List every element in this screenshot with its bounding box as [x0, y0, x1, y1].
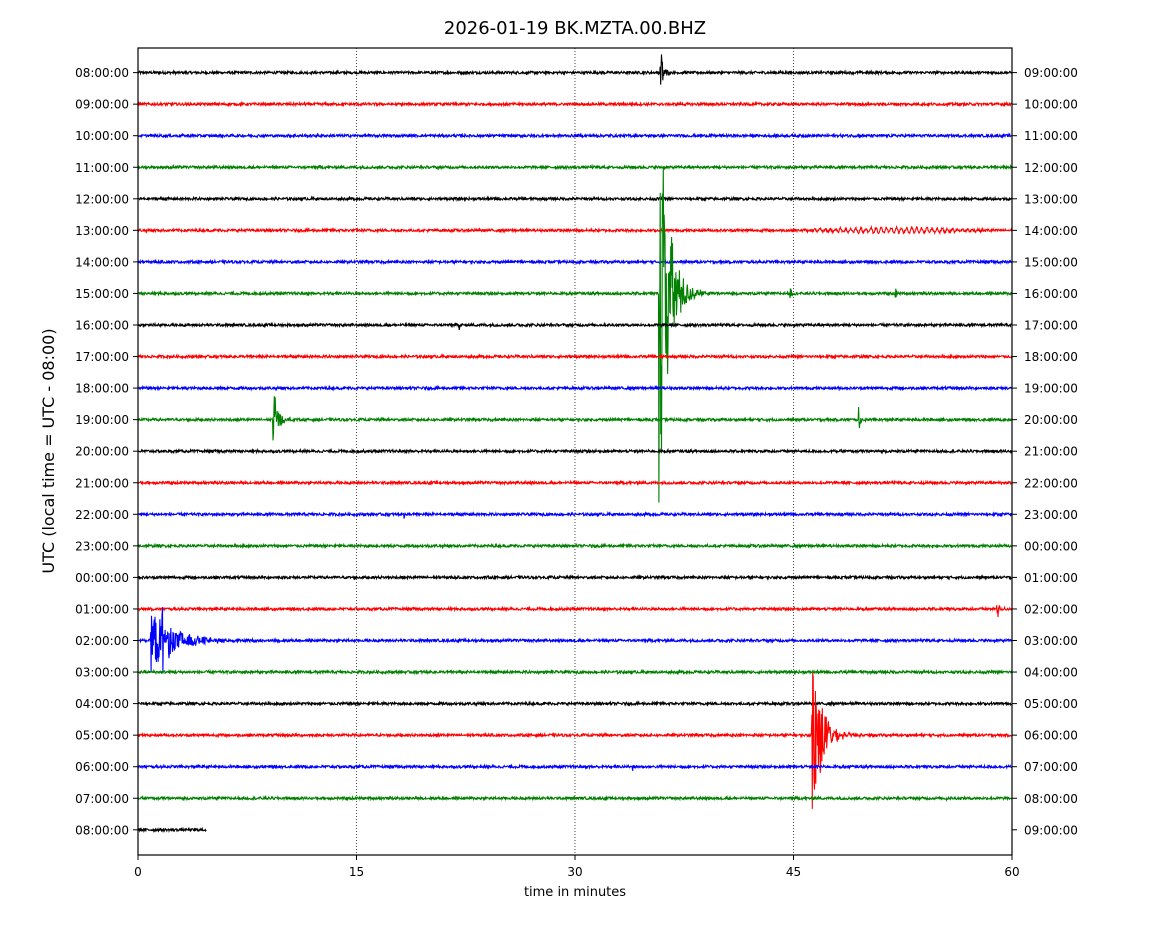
trace-line: [137, 195, 1013, 203]
right-time-label: 16:00:00: [1024, 287, 1078, 301]
trace-line: [137, 258, 1013, 266]
left-time-label: 17:00:00: [75, 350, 129, 364]
right-time-label: 09:00:00: [1024, 823, 1078, 837]
trace-line: [137, 763, 1013, 771]
right-time-label: 14:00:00: [1024, 224, 1078, 238]
left-time-label: 09:00:00: [75, 98, 129, 112]
right-time-label: 03:00:00: [1024, 634, 1078, 648]
right-time-label: 00:00:00: [1024, 539, 1078, 553]
left-time-label: 07:00:00: [75, 792, 129, 806]
left-time-label: 12:00:00: [75, 192, 129, 206]
left-time-label: 15:00:00: [75, 287, 129, 301]
left-time-label: 21:00:00: [75, 476, 129, 490]
left-time-label: 02:00:00: [75, 634, 129, 648]
trace-line: [137, 510, 1013, 519]
x-tick-label-0: 0: [134, 865, 142, 879]
trace-line: [137, 668, 1013, 676]
x-axis-ticks: 0 15 30 45 60: [134, 855, 1020, 879]
left-time-label: 03:00:00: [75, 666, 129, 680]
trace-line: [137, 384, 1013, 392]
left-time-label: 11:00:00: [75, 161, 129, 175]
trace-line: [137, 672, 1012, 809]
right-time-label: 13:00:00: [1024, 192, 1078, 206]
trace-line: [137, 604, 1013, 618]
left-time-label: 13:00:00: [75, 224, 129, 238]
trace-line: [137, 100, 1012, 108]
trace-line: [137, 353, 1013, 360]
left-time-label: 23:00:00: [75, 539, 129, 553]
right-time-label: 08:00:00: [1024, 792, 1078, 806]
left-time-label: 16:00:00: [75, 319, 129, 333]
right-time-label: 10:00:00: [1024, 98, 1078, 112]
right-time-label: 20:00:00: [1024, 413, 1078, 427]
left-time-label: 18:00:00: [75, 382, 129, 396]
trace-line: [137, 132, 1012, 140]
right-time-label: 11:00:00: [1024, 129, 1078, 143]
grid-lines: [356, 48, 794, 855]
left-time-label: 01:00:00: [75, 602, 129, 616]
left-time-label: 00:00:00: [75, 571, 129, 585]
right-time-label: 01:00:00: [1024, 571, 1078, 585]
trace-line: [137, 163, 1013, 171]
right-time-labels: 09:00:00 10:00:00 11:00:00 12:00:00 13:00:00…: [1012, 66, 1078, 837]
trace-line: [137, 794, 1012, 803]
right-time-label: 05:00:00: [1024, 697, 1078, 711]
trace-line: [137, 607, 1013, 674]
right-time-label: 02:00:00: [1024, 602, 1078, 616]
right-time-label: 07:00:00: [1024, 760, 1078, 774]
left-time-label: 14:00:00: [75, 255, 129, 269]
right-time-label: 09:00:00: [1024, 66, 1078, 80]
right-time-label: 21:00:00: [1024, 445, 1078, 459]
y-axis-label: UTC (local time = UTC - 08:00): [39, 328, 58, 573]
trace-line: [137, 321, 1013, 331]
right-time-label: 04:00:00: [1024, 666, 1078, 680]
right-time-label: 22:00:00: [1024, 476, 1078, 490]
x-tick-label-60: 60: [1004, 865, 1019, 879]
chart-title: 2026-01-19 BK.MZTA.00.BHZ: [444, 18, 706, 39]
x-tick-label-15: 15: [349, 865, 364, 879]
right-time-label: 15:00:00: [1024, 255, 1078, 269]
right-time-label: 17:00:00: [1024, 319, 1078, 333]
trace-line: [137, 479, 1012, 487]
right-time-label: 23:00:00: [1024, 508, 1078, 522]
left-time-labels: 08:00:00 09:00:00 10:00:00 11:00:00 12:00:00…: [75, 66, 138, 837]
trace-line: [137, 573, 1013, 581]
trace-line: [137, 700, 1012, 707]
right-time-label: 06:00:00: [1024, 729, 1078, 743]
left-time-label: 05:00:00: [75, 729, 129, 743]
trace-line: [137, 447, 1013, 455]
trace-line: [137, 54, 1013, 85]
left-time-label: 10:00:00: [75, 129, 129, 143]
right-time-label: 18:00:00: [1024, 350, 1078, 364]
left-time-label: 08:00:00: [75, 66, 129, 80]
trace-line: [137, 396, 1012, 441]
trace-lines: [137, 54, 1013, 834]
x-tick-label-30: 30: [567, 865, 582, 879]
x-tick-label-45: 45: [786, 865, 801, 879]
right-time-label: 12:00:00: [1024, 161, 1078, 175]
x-axis-label: time in minutes: [524, 885, 626, 900]
left-time-label: 19:00:00: [75, 413, 129, 427]
right-time-label: 19:00:00: [1024, 382, 1078, 396]
left-time-label: 06:00:00: [75, 760, 129, 774]
left-time-label: 20:00:00: [75, 445, 129, 459]
left-time-label: 08:00:00: [75, 823, 129, 837]
trace-line: [137, 542, 1012, 550]
left-time-label: 22:00:00: [75, 508, 129, 522]
trace-line: [137, 166, 1013, 503]
trace-line: [137, 826, 207, 834]
trace-line: [137, 224, 1013, 236]
left-time-label: 04:00:00: [75, 697, 129, 711]
